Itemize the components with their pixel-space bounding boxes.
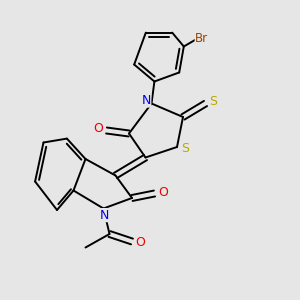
Text: Br: Br [195, 32, 208, 46]
Text: N: N [141, 94, 151, 107]
Text: O: O [93, 122, 103, 136]
Text: N: N [99, 208, 109, 222]
Text: S: S [209, 94, 217, 108]
Text: S: S [182, 142, 189, 155]
Text: O: O [158, 185, 168, 199]
Text: O: O [136, 236, 145, 250]
